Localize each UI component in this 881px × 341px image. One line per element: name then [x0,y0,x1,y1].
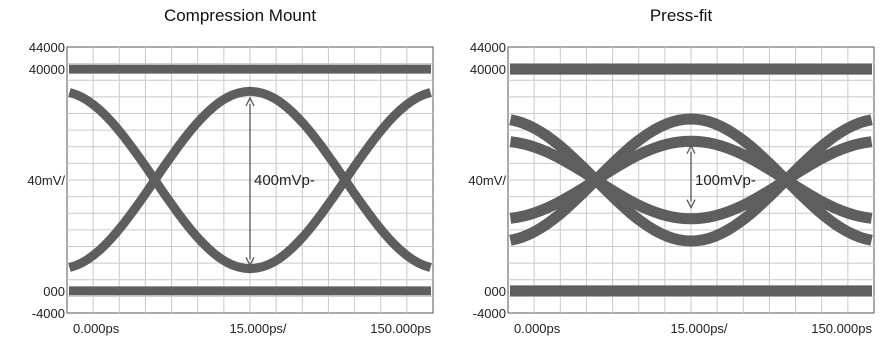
chart-1-traces [509,63,873,297]
chart-0-eye-opening-arrow [245,96,255,267]
chart-1-transition-rising-outer [509,113,873,246]
eye-diagram-pressfit: Press-fit 100mVp- 44000 40000 40mV/000 -4000 0… [468,6,875,336]
chart-1-x-tick-label: 150.000ps [811,321,872,336]
eye-diagram-compression: Compression Mount 400mVp- 44000 40000 40mV/0… [27,6,434,336]
chart-1-annotation: 100mVp- [695,172,756,189]
chart-1-y-tick-label: 40000 [470,62,506,77]
chart-panel-compression: Compression Mount 400mVp- 44000 40000 40mV/0… [0,0,440,341]
chart-0-title: Compression Mount [164,6,316,25]
chart-0-annotation: 400mVp- [254,172,315,189]
chart-1-x-tick-label: 15.000ps/ [670,321,727,336]
chart-0-x-tick-label: 150.000ps [370,321,431,336]
chart-1-transition-falling [509,136,873,225]
chart-1-transition-rising [509,135,873,224]
chart-0-y-tick-label: 000 [43,284,65,299]
chart-panel-pressfit: Press-fit 100mVp- 44000 40000 40mV/000 -4000 0… [441,0,881,341]
chart-0-x-tick-label: 0.000ps [73,321,120,336]
chart-1-x-tick-label: 0.000ps [514,321,561,336]
chart-0-y-tick-label: -4000 [32,306,65,321]
chart-0-y-tick-label: 40mV/ [27,173,65,188]
chart-0-traces [68,64,432,296]
chart-1-title: Press-fit [650,6,713,25]
chart-1-y-tick-label: 40mV/ [468,173,506,188]
chart-0-transition-rising [68,86,432,272]
chart-0-x-tick-label: 15.000ps/ [229,321,286,336]
chart-1-y-tick-label: 000 [484,284,506,299]
chart-1-eye-opening-arrow [686,144,696,210]
chart-0-y-tick-label: 40000 [29,62,65,77]
chart-1-transition-falling-outer [509,114,873,247]
chart-1-y-tick-label: 44000 [470,40,506,55]
chart-1-y-tick-label: -4000 [473,306,506,321]
chart-0-y-tick-label: 44000 [29,40,65,55]
chart-0-transition-falling [68,88,432,274]
